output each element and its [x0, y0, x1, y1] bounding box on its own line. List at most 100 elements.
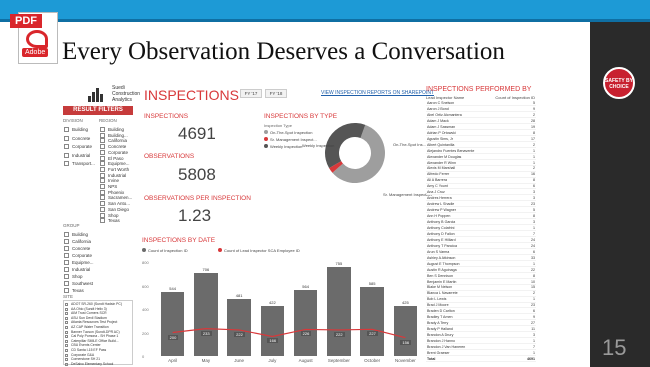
site-checkbox[interactable]: Caterpillar SMILE Office Build...: [65, 339, 119, 344]
column-lead-inspector[interactable]: Lead Inspector Name: [426, 95, 465, 100]
region-checkbox[interactable]: Industrial: [100, 172, 126, 179]
table-row[interactable]: Blanca L Navarrete 2: [426, 291, 536, 297]
table-row[interactable]: Ana J Cruz 3: [426, 190, 536, 196]
region-checkbox[interactable]: NPS: [100, 183, 117, 190]
table-row[interactable]: Austin R Aguinaga 22: [426, 268, 536, 273]
table-row[interactable]: Ben S Dennison 8: [426, 274, 536, 279]
region-checkbox[interactable]: Texas: [100, 217, 120, 224]
region-checkbox[interactable]: Building: [100, 126, 124, 133]
table-row[interactable]: Amy C Yount 6: [426, 184, 536, 190]
site-checkbox[interactable]: AA Ohio (Sundt Helix 3): [65, 307, 107, 312]
table-row[interactable]: Andres Herrera 3: [426, 196, 536, 202]
division-checkbox[interactable]: Concrete: [64, 135, 90, 142]
division-checkbox[interactable]: Industrial: [64, 152, 90, 159]
sharepoint-link[interactable]: VIEW INSPECTION REPORTS ON SHAREPOINT: [321, 90, 434, 96]
site-checkbox[interactable]: DeSalvo Elementary School: [65, 362, 113, 367]
region-checkbox[interactable]: San Anto...: [100, 200, 130, 207]
table-row[interactable]: Andrew L Shadle 23: [426, 202, 536, 208]
inspection-count-bar[interactable]: [194, 273, 218, 356]
table-row[interactable]: Brady P Halland 11: [426, 327, 536, 333]
table-row[interactable]: Braden D Carlton 6: [426, 309, 536, 315]
table-row[interactable]: Anthony E Hilliard 24: [426, 238, 536, 244]
site-checkbox[interactable]: Cal Poly Pomona - SH Phase 1: [65, 334, 118, 339]
group-checkbox[interactable]: Concrete: [64, 245, 90, 252]
site-checkbox[interactable]: Banner Tucson (Sundt-DPR AC): [65, 330, 120, 335]
inspection-count-bar[interactable]: [227, 299, 251, 356]
table-row[interactable]: Anthony D Fallon 7: [426, 232, 536, 238]
site-checkbox[interactable]: AIM Trust Corners SCR: [65, 311, 107, 316]
table-row[interactable]: Alejandro Fuentes Benavente 1: [426, 149, 536, 154]
region-checkbox[interactable]: Sacramen...: [100, 194, 132, 201]
group-checkbox[interactable]: Equipme...: [64, 259, 94, 266]
site-checkbox[interactable]: Corporate G&A: [65, 353, 94, 358]
table-row[interactable]: Total 4691: [426, 357, 536, 363]
table-row[interactable]: Alexander M Douglas 1: [426, 155, 536, 160]
table-row[interactable]: August E Thompson 1: [426, 262, 536, 267]
inspection-count-bar[interactable]: [293, 289, 318, 356]
region-checkbox[interactable]: Shop: [100, 212, 119, 219]
table-row[interactable]: Anthony T Pancica 24: [426, 244, 536, 249]
site-checkbox[interactable]: Atlanta Resources Test Project: [65, 320, 117, 325]
table-row[interactable]: Anthony B Garcia 3: [426, 220, 536, 226]
table-row[interactable]: Arun S Varma 6: [426, 250, 536, 255]
table-row[interactable]: Bradley T Amen 9: [426, 315, 536, 321]
site-checkbox[interactable]: ASU Sun Devil Stadium: [65, 316, 107, 321]
inspection-count-bar[interactable]: [327, 267, 351, 356]
site-checkbox[interactable]: Cornerstone SH 21: [65, 357, 100, 362]
site-checkbox[interactable]: CD Santa I-15 EF Pass: [65, 348, 106, 353]
donut-slice[interactable]: [329, 161, 343, 173]
table-row[interactable]: Blake M Nelson 15: [426, 285, 536, 291]
region-checkbox[interactable]: Building...: [100, 132, 128, 139]
region-checkbox[interactable]: Phoenix: [100, 189, 124, 196]
division-checkbox[interactable]: Building: [64, 126, 88, 133]
fy18-button[interactable]: FY '18: [265, 89, 287, 98]
donut-slice[interactable]: [332, 124, 385, 183]
table-row[interactable]: Brandon J Van Haneren 7: [426, 345, 536, 351]
table-row[interactable]: Brady A Terry 27: [426, 321, 536, 327]
inspection-count-bar[interactable]: [393, 306, 417, 356]
table-row[interactable]: Abel Ortiz Alcmantera 2: [426, 113, 536, 119]
table-row[interactable]: Bob L Lewis 1: [426, 297, 536, 303]
region-checkbox[interactable]: California: [100, 137, 127, 144]
group-checkbox[interactable]: Building: [64, 231, 88, 238]
site-checkbox[interactable]: ADOT SR-260 (Sundt Hadsin PC): [65, 302, 122, 307]
table-row[interactable]: Brandon J Hanno 1: [426, 339, 536, 345]
division-checkbox[interactable]: Corporate: [64, 143, 92, 150]
table-row[interactable]: Aaron J Bond 9: [426, 107, 536, 113]
region-checkbox[interactable]: Equipme...: [100, 160, 130, 167]
table-row[interactable]: Brandon A Drury 3: [426, 333, 536, 339]
region-checkbox[interactable]: Fort Worth: [100, 166, 129, 173]
table-row[interactable]: Andrew P Wagner 5: [426, 208, 536, 214]
region-checkbox[interactable]: Corporate: [100, 149, 128, 156]
region-checkbox[interactable]: Irvine: [100, 177, 119, 184]
table-row[interactable]: Albert Quintanilla 2: [426, 143, 536, 148]
column-inspection-count[interactable]: Count of Inspection ID: [495, 95, 535, 100]
site-checkbox[interactable]: AZ CAP Water Transition: [65, 325, 109, 330]
lead-inspector-line[interactable]: [172, 328, 406, 339]
region-checkbox[interactable]: San Diego: [100, 206, 129, 213]
donut-slice[interactable]: [325, 122, 366, 169]
table-row[interactable]: Aaron C Snelson 5: [426, 101, 536, 107]
site-filter-box[interactable]: [63, 300, 133, 365]
table-row[interactable]: Agustin Sims, Jr 17: [426, 137, 536, 142]
group-checkbox[interactable]: California: [64, 238, 91, 245]
division-checkbox[interactable]: Transport...: [64, 160, 95, 167]
table-row[interactable]: Ann H Poppen 8: [426, 214, 536, 220]
group-checkbox[interactable]: Industrial: [64, 266, 90, 273]
pdf-icon[interactable]: PDF Adobe: [6, 4, 58, 66]
region-checkbox[interactable]: El Paso: [100, 155, 124, 162]
table-row[interactable]: Adam J Mack 28: [426, 119, 536, 125]
table-row[interactable]: Alexander R Winn 1: [426, 161, 536, 166]
group-checkbox[interactable]: Corporate: [64, 252, 92, 259]
table-row[interactable]: Brad J Moore 23: [426, 303, 536, 309]
table-row[interactable]: Adrian P Ortowski 8: [426, 131, 536, 136]
table-row[interactable]: Benjamin E Martin 10: [426, 280, 536, 285]
region-checkbox[interactable]: Concrete: [100, 143, 126, 150]
table-row[interactable]: Alexis M Marshall 2: [426, 166, 536, 172]
table-row[interactable]: Alfredo Ferrer 16: [426, 172, 536, 178]
group-checkbox[interactable]: Texas: [64, 287, 84, 294]
group-checkbox[interactable]: Southwest: [64, 280, 93, 287]
fy17-button[interactable]: FY '17: [240, 89, 262, 98]
group-checkbox[interactable]: Shop: [64, 273, 83, 280]
inspection-count-bar[interactable]: [360, 287, 384, 356]
